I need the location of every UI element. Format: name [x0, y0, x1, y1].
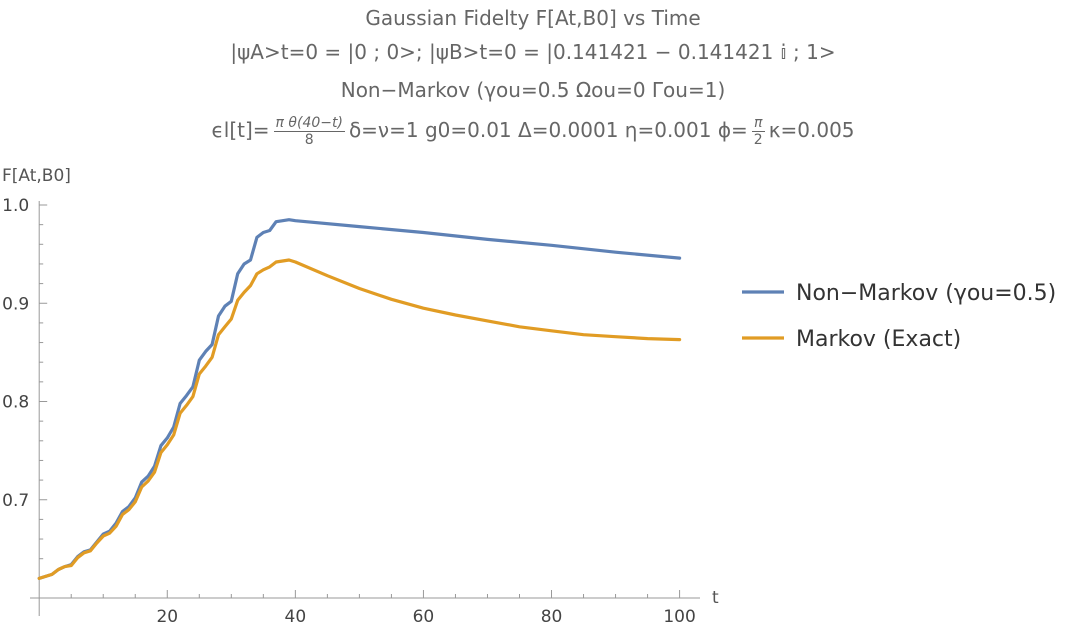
series-layer: [37, 218, 682, 581]
legend-label-0: Non−Markov (γou=0.5): [796, 281, 1056, 306]
axes: 20 40 60 80 100 0.7 0.8 0.9 1.0 t F[At,B0]: [2, 166, 719, 627]
chart-subtitle-states: |ψA>t=0 = |0 ; 0>; |ψB>t=0 = |0.141421 −…: [230, 40, 836, 64]
x-tick-label: 100: [663, 607, 695, 627]
chart-subtitle-model: Non−Markov (γou=0.5 Ωou=0 Γou=1): [340, 78, 726, 102]
chart-subtitle-params: ϵl[t]= π θ(40−t) 8 δ=ν=1 g0=0.01 Δ=0.0001 η…: [211, 115, 855, 148]
series-line-1: [37, 258, 682, 581]
legend: Non−Markov (γou=0.5) Markov (Exact): [742, 281, 1056, 352]
x-tick-label: 40: [285, 607, 307, 627]
series-line-0: [37, 218, 682, 581]
x-tick-label: 60: [413, 607, 435, 627]
legend-label-1: Markov (Exact): [796, 327, 961, 352]
x-tick-label: 20: [156, 607, 178, 627]
chart-title: Gaussian Fidelty F[At,B0] vs Time: [365, 6, 701, 30]
y-tick-label: 0.9: [2, 294, 29, 314]
x-axis-label: t: [712, 588, 719, 608]
y-tick-label: 0.8: [2, 393, 29, 413]
y-axis-label: F[At,B0]: [2, 166, 71, 186]
y-tick-label: 0.7: [2, 491, 29, 511]
y-tick-label: 1.0: [2, 196, 29, 216]
fraction-pulse: π θ(40−t) 8: [273, 115, 345, 148]
x-tick-label: 80: [541, 607, 563, 627]
